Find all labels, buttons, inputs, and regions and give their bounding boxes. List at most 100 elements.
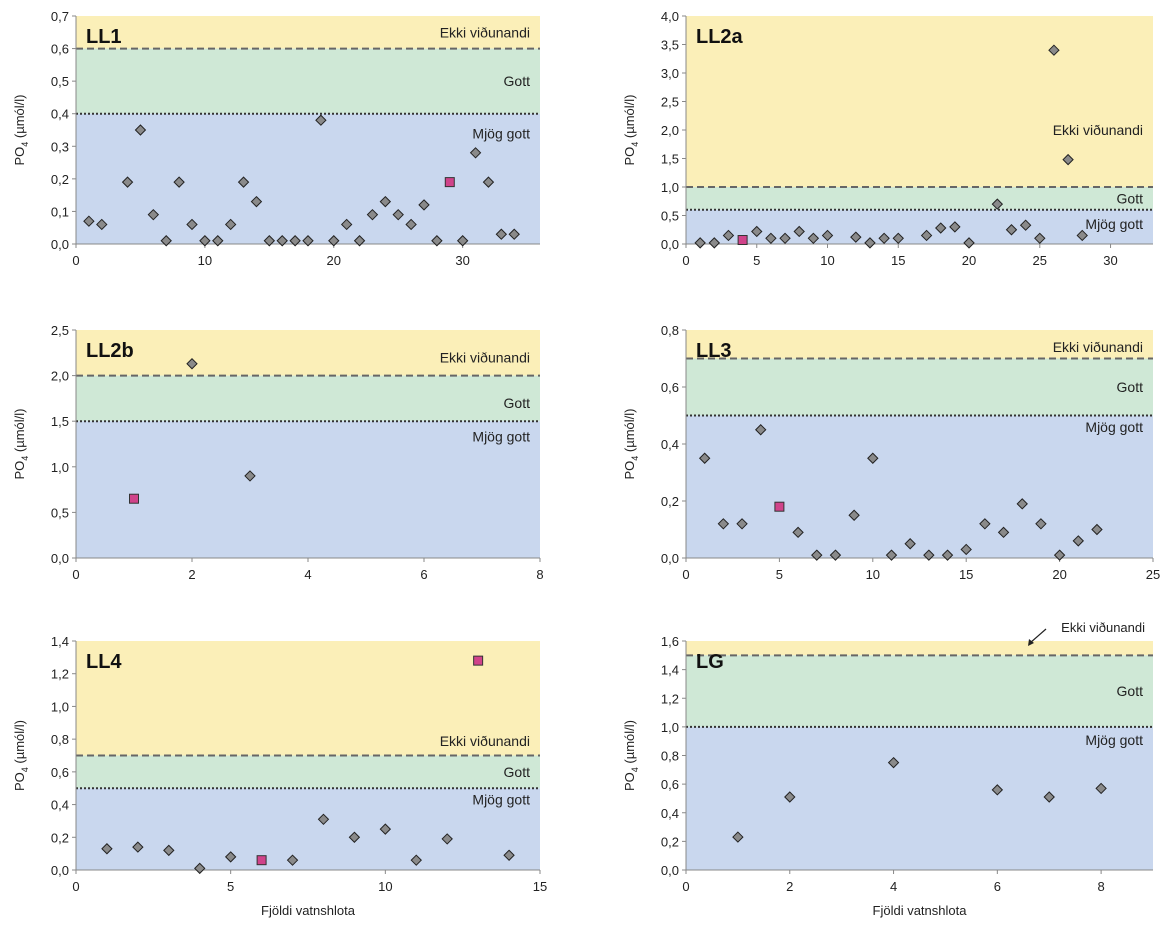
data-point-square <box>473 655 484 666</box>
y-tick-label: 0,8 <box>51 732 69 747</box>
y-tick-label: 1,2 <box>661 691 679 706</box>
data-point <box>722 229 735 242</box>
x-tick-label: 20 <box>327 253 341 268</box>
data-point <box>1043 791 1055 803</box>
data-point <box>237 176 250 188</box>
band-label: Ekki viðunandi <box>440 349 530 365</box>
data-point <box>991 784 1004 796</box>
y-tick-label: 0,8 <box>661 749 679 764</box>
y-tick-label: 1,0 <box>51 460 69 475</box>
data-point <box>160 235 172 247</box>
y-tick-label: 0,2 <box>51 830 69 845</box>
y-axis-label-unit: (µmól/l) <box>12 720 27 767</box>
data-point <box>134 124 147 136</box>
y-tick-label: 2,5 <box>661 95 679 110</box>
band-label: Gott <box>1117 190 1144 206</box>
data-point <box>441 833 453 845</box>
y-tick-label: 2,0 <box>661 123 679 138</box>
panel-title: LL2b <box>86 340 134 362</box>
data-point <box>121 176 134 188</box>
band-label: Mjög gott <box>472 429 530 445</box>
band-mjog-gott <box>686 415 1153 558</box>
data-point <box>829 549 842 561</box>
x-tick-label: 2 <box>188 567 195 582</box>
y-axis-label: PO4 (µmól/l) <box>12 720 30 791</box>
data-point <box>717 518 730 530</box>
y-tick-label: 0,0 <box>661 863 679 878</box>
data-point <box>392 208 404 221</box>
y-tick-label: 0,6 <box>661 777 679 792</box>
y-axis-label: PO4 (µmól/l) <box>12 408 30 479</box>
y-axis-label-main: PO <box>622 147 637 166</box>
y-tick-label: 0,5 <box>51 505 69 520</box>
y-tick-label: 0,5 <box>661 209 679 224</box>
data-point <box>991 198 1004 210</box>
y-axis-label-sub: 4 <box>20 767 30 772</box>
y-axis-label-sub: 4 <box>20 142 30 147</box>
band-mjog-gott <box>686 726 1153 870</box>
y-tick-label: 1,0 <box>661 720 679 735</box>
data-point <box>1016 498 1028 510</box>
x-tick-label: 10 <box>866 567 880 582</box>
callout-arrow-line <box>1029 628 1047 644</box>
x-tick-label: 15 <box>959 567 973 582</box>
band-label: Mjög gott <box>1085 419 1143 435</box>
data-point <box>1095 782 1107 795</box>
x-tick-label: 4 <box>890 879 897 894</box>
data-point <box>163 844 175 857</box>
band-label: Mjög gott <box>1085 732 1143 748</box>
data-point <box>698 452 711 464</box>
x-tick-label: 0 <box>72 567 79 582</box>
data-point <box>250 195 263 208</box>
data-point <box>963 237 975 249</box>
x-tick-label: 4 <box>304 567 311 582</box>
data-point <box>755 424 767 436</box>
band-label: Gott <box>1117 683 1144 699</box>
y-axis-label: PO4 (µmól/l) <box>622 94 640 165</box>
y-axis-label-unit: (µmól/l) <box>12 408 27 455</box>
data-point <box>960 543 972 556</box>
y-tick-label: 0,4 <box>51 107 69 122</box>
x-tick-label: 0 <box>72 879 79 894</box>
data-point <box>147 208 160 221</box>
band-mjog-gott <box>76 788 540 870</box>
y-tick-label: 1,5 <box>51 414 69 429</box>
band-gott <box>686 655 1153 727</box>
data-point-square <box>737 235 748 246</box>
x-tick-label: 0 <box>682 879 689 894</box>
x-tick-label: 15 <box>533 879 547 894</box>
data-point <box>503 849 515 861</box>
data-point <box>431 235 443 247</box>
y-tick-label: 0,3 <box>51 139 69 154</box>
data-point <box>353 235 366 247</box>
y-tick-label: 0,5 <box>51 74 69 89</box>
y-tick-label: 0,0 <box>51 237 69 252</box>
data-point <box>173 176 185 188</box>
band-label: Mjög gott <box>472 792 530 808</box>
panel-title: LL3 <box>696 340 732 362</box>
data-point <box>892 232 904 245</box>
band-mjog-gott <box>76 113 540 244</box>
x-tick-label: 8 <box>536 567 543 582</box>
band-gott <box>76 755 540 789</box>
y-axis-label-sub: 4 <box>20 456 30 461</box>
data-point <box>348 831 361 843</box>
x-tick-label: 10 <box>820 253 834 268</box>
x-tick-label: 10 <box>378 879 392 894</box>
data-point <box>410 854 422 866</box>
x-tick-label: 30 <box>455 253 469 268</box>
data-point <box>186 358 198 370</box>
data-point <box>224 851 237 863</box>
panel-title: LL2a <box>696 26 744 48</box>
band-label: Gott <box>504 764 531 780</box>
y-tick-label: 0,8 <box>661 323 679 338</box>
chart-panels: Ekki viðunandi Gott Mjög gott LL1 0,0 0,1 0,2 0… <box>12 9 1160 918</box>
data-point <box>482 176 495 188</box>
chart-panel-lg: Gott Mjög gott Ekki viðunandi LG 0,0 0,2 0,4 0,… <box>622 620 1153 918</box>
y-axis-label: PO4 (µmól/l) <box>622 408 640 479</box>
data-point <box>751 225 763 238</box>
data-point <box>83 215 95 227</box>
data-point <box>821 229 834 242</box>
data-point <box>887 756 900 769</box>
data-point <box>276 235 288 247</box>
